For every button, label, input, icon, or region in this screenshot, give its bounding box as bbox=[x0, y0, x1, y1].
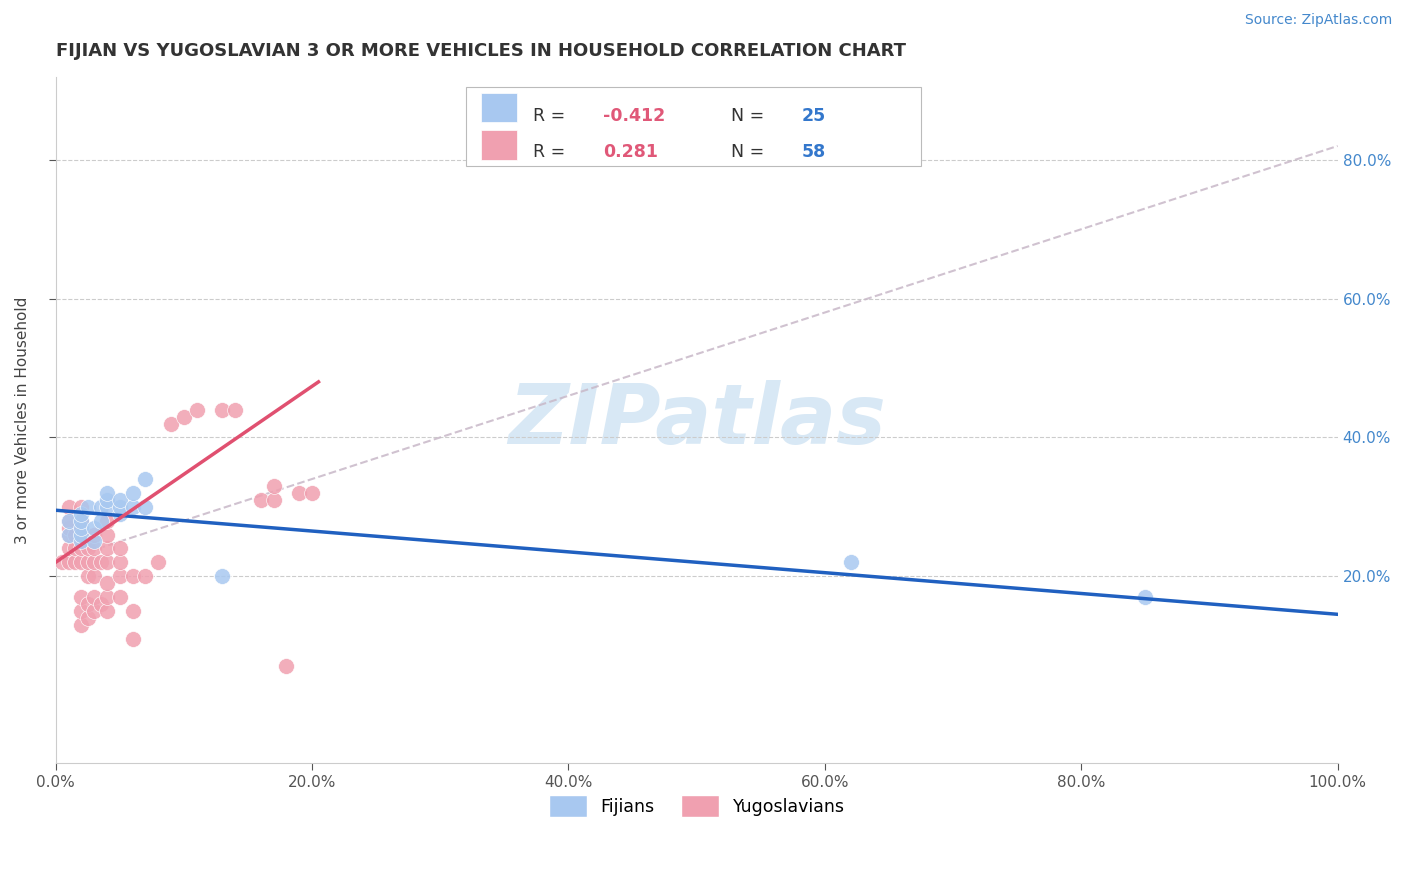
Point bbox=[63, 555, 86, 569]
Point bbox=[134, 500, 156, 514]
Point bbox=[108, 555, 131, 569]
Point bbox=[211, 569, 233, 583]
Point bbox=[70, 534, 93, 549]
Text: 0.281: 0.281 bbox=[603, 143, 658, 161]
Point bbox=[58, 500, 80, 514]
Point bbox=[83, 590, 105, 604]
Text: N =: N = bbox=[731, 107, 765, 125]
Point bbox=[173, 409, 195, 424]
Legend: Fijians, Yugoslavians: Fijians, Yugoslavians bbox=[541, 789, 852, 823]
Point bbox=[108, 492, 131, 507]
Point bbox=[1135, 590, 1157, 604]
Point bbox=[121, 500, 143, 514]
Point bbox=[121, 632, 143, 646]
Text: R =: R = bbox=[533, 143, 565, 161]
Point bbox=[76, 611, 98, 625]
Point bbox=[288, 486, 311, 500]
Point bbox=[70, 514, 93, 528]
Point bbox=[90, 514, 112, 528]
Point bbox=[58, 527, 80, 541]
Point bbox=[276, 659, 298, 673]
Bar bbox=[481, 130, 517, 160]
Point bbox=[76, 500, 98, 514]
Point bbox=[108, 500, 131, 514]
FancyBboxPatch shape bbox=[465, 87, 921, 166]
Point bbox=[134, 569, 156, 583]
Point bbox=[301, 486, 323, 500]
Point bbox=[121, 486, 143, 500]
Point bbox=[70, 617, 93, 632]
Point bbox=[76, 597, 98, 611]
Point bbox=[96, 514, 118, 528]
Text: ZIPatlas: ZIPatlas bbox=[508, 379, 886, 460]
Point bbox=[83, 527, 105, 541]
Point bbox=[70, 590, 93, 604]
Text: -0.412: -0.412 bbox=[603, 107, 665, 125]
Point bbox=[63, 527, 86, 541]
Point bbox=[83, 569, 105, 583]
Bar bbox=[481, 93, 517, 122]
Text: 58: 58 bbox=[801, 143, 827, 161]
Text: R =: R = bbox=[533, 107, 565, 125]
Point bbox=[96, 500, 118, 514]
Text: Source: ZipAtlas.com: Source: ZipAtlas.com bbox=[1244, 13, 1392, 28]
Point bbox=[83, 520, 105, 534]
Point bbox=[70, 541, 93, 556]
Point bbox=[186, 402, 208, 417]
Point bbox=[90, 597, 112, 611]
Point bbox=[121, 569, 143, 583]
Point bbox=[134, 472, 156, 486]
Point bbox=[160, 417, 183, 431]
Point bbox=[96, 590, 118, 604]
Point bbox=[96, 527, 118, 541]
Point bbox=[108, 590, 131, 604]
Text: N =: N = bbox=[731, 143, 765, 161]
Point bbox=[58, 514, 80, 528]
Point bbox=[211, 402, 233, 417]
Point bbox=[96, 604, 118, 618]
Point bbox=[108, 507, 131, 521]
Point bbox=[70, 514, 93, 528]
Point bbox=[83, 555, 105, 569]
Point bbox=[51, 555, 73, 569]
Point bbox=[70, 555, 93, 569]
Point bbox=[96, 492, 118, 507]
Point bbox=[839, 555, 862, 569]
Point bbox=[63, 541, 86, 556]
Point bbox=[263, 479, 285, 493]
Point bbox=[70, 507, 93, 521]
Point bbox=[58, 520, 80, 534]
Point bbox=[96, 486, 118, 500]
Point bbox=[90, 500, 112, 514]
Point bbox=[249, 492, 271, 507]
Point bbox=[70, 527, 93, 541]
Point bbox=[90, 555, 112, 569]
Point bbox=[70, 520, 93, 534]
Point bbox=[148, 555, 170, 569]
Point bbox=[96, 576, 118, 591]
Point bbox=[58, 541, 80, 556]
Point bbox=[58, 527, 80, 541]
Point bbox=[263, 492, 285, 507]
Point bbox=[70, 604, 93, 618]
Point bbox=[58, 514, 80, 528]
Point bbox=[121, 604, 143, 618]
Point bbox=[224, 402, 246, 417]
Y-axis label: 3 or more Vehicles in Household: 3 or more Vehicles in Household bbox=[15, 296, 30, 544]
Point bbox=[108, 569, 131, 583]
Text: 25: 25 bbox=[801, 107, 827, 125]
Point bbox=[83, 534, 105, 549]
Point bbox=[76, 569, 98, 583]
Point bbox=[76, 555, 98, 569]
Point bbox=[70, 527, 93, 541]
Point bbox=[70, 500, 93, 514]
Point bbox=[108, 541, 131, 556]
Point bbox=[83, 604, 105, 618]
Point bbox=[58, 555, 80, 569]
Point bbox=[96, 541, 118, 556]
Point bbox=[96, 555, 118, 569]
Point bbox=[83, 541, 105, 556]
Text: FIJIAN VS YUGOSLAVIAN 3 OR MORE VEHICLES IN HOUSEHOLD CORRELATION CHART: FIJIAN VS YUGOSLAVIAN 3 OR MORE VEHICLES… bbox=[56, 42, 905, 60]
Point bbox=[76, 541, 98, 556]
